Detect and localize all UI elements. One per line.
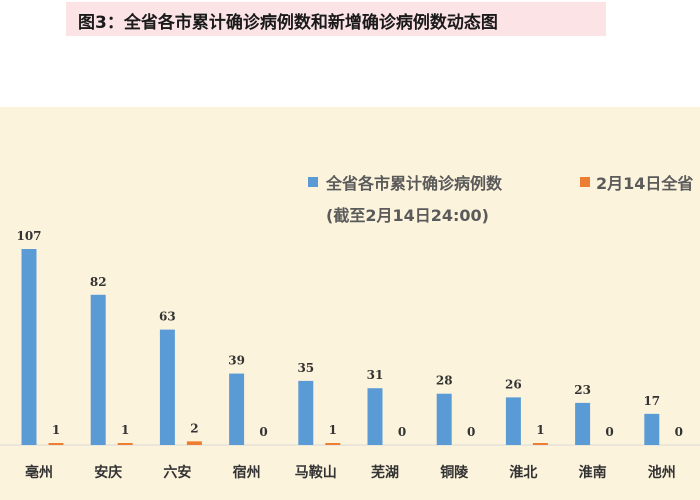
bar-chart: 全省各市累计确诊病例数 (截至2月14日24:00) 2月14日全省 107 1 亳… — [0, 174, 700, 481]
bar-cumulative-4 — [298, 380, 314, 445]
value-label-new-2: 2 — [190, 421, 198, 435]
value-label-cumulative-3: 39 — [228, 354, 245, 368]
value-label-cumulative-1: 82 — [90, 275, 107, 289]
value-label-cumulative-0: 107 — [16, 229, 41, 243]
legend-note-cumulative: (截至2月14日24:00) — [326, 206, 489, 225]
bar-cumulative-2 — [159, 329, 175, 445]
category-label-1: 安庆 — [94, 464, 122, 481]
bar-new-2 — [186, 441, 202, 445]
category-label-5: 芜湖 — [371, 464, 399, 481]
category-label-0: 亳州 — [25, 464, 53, 481]
bar-new-7 — [532, 443, 548, 445]
value-label-cumulative-6: 28 — [436, 374, 453, 388]
value-label-new-8: 0 — [605, 425, 613, 439]
category-label-3: 宿州 — [233, 464, 261, 481]
bar-cumulative-8 — [575, 402, 591, 445]
legend-swatch-cumulative — [308, 177, 318, 187]
title-banner: 图3：全省各市累计确诊病例数和新增确诊病例数动态图 — [66, 2, 606, 36]
bar-cumulative-3 — [229, 373, 245, 445]
category-label-4: 马鞍山 — [295, 464, 337, 481]
value-label-cumulative-2: 63 — [159, 310, 176, 324]
value-label-cumulative-4: 35 — [297, 361, 314, 375]
category-label-9: 池州 — [648, 464, 676, 481]
bar-cumulative-7 — [505, 397, 521, 445]
value-label-new-3: 0 — [259, 425, 267, 439]
bars-group: 107 1 亳州 82 1 安庆 63 2 六安 39 0 宿州 35 1 马鞍山 31 0 芜湖 28 0 铜陵 26 1… — [16, 229, 683, 481]
bar-new-1 — [117, 443, 133, 445]
bar-cumulative-6 — [436, 393, 452, 445]
bar-cumulative-1 — [90, 294, 106, 445]
category-label-7: 淮北 — [509, 464, 537, 481]
value-label-cumulative-9: 17 — [643, 394, 660, 408]
value-label-new-5: 0 — [398, 425, 406, 439]
value-label-new-6: 0 — [467, 425, 475, 439]
category-label-2: 六安 — [163, 464, 191, 481]
bar-cumulative-5 — [367, 388, 383, 445]
value-label-cumulative-8: 23 — [574, 383, 591, 397]
legend-swatch-new — [580, 177, 590, 187]
value-label-new-4: 1 — [329, 423, 337, 437]
category-label-8: 淮南 — [579, 464, 607, 481]
bar-cumulative-0 — [21, 249, 37, 445]
category-label-6: 铜陵 — [440, 464, 469, 481]
bar-cumulative-9 — [644, 413, 660, 445]
value-label-new-0: 1 — [52, 423, 60, 437]
value-label-cumulative-7: 26 — [505, 377, 522, 391]
chart-area: 全省各市累计确诊病例数 (截至2月14日24:00) 2月14日全省 107 1 亳… — [0, 107, 700, 500]
chart-title: 图3：全省各市累计确诊病例数和新增确诊病例数动态图 — [78, 13, 498, 33]
bar-new-4 — [325, 443, 341, 445]
legend-label-new: 2月14日全省 — [596, 174, 693, 193]
value-label-new-1: 1 — [121, 423, 129, 437]
legend-label-cumulative: 全省各市累计确诊病例数 — [325, 174, 503, 193]
legend: 全省各市累计确诊病例数 (截至2月14日24:00) 2月14日全省 — [308, 174, 693, 225]
value-label-cumulative-5: 31 — [367, 368, 384, 382]
bar-new-0 — [48, 443, 64, 445]
value-label-new-9: 0 — [675, 425, 683, 439]
value-label-new-7: 1 — [536, 423, 544, 437]
